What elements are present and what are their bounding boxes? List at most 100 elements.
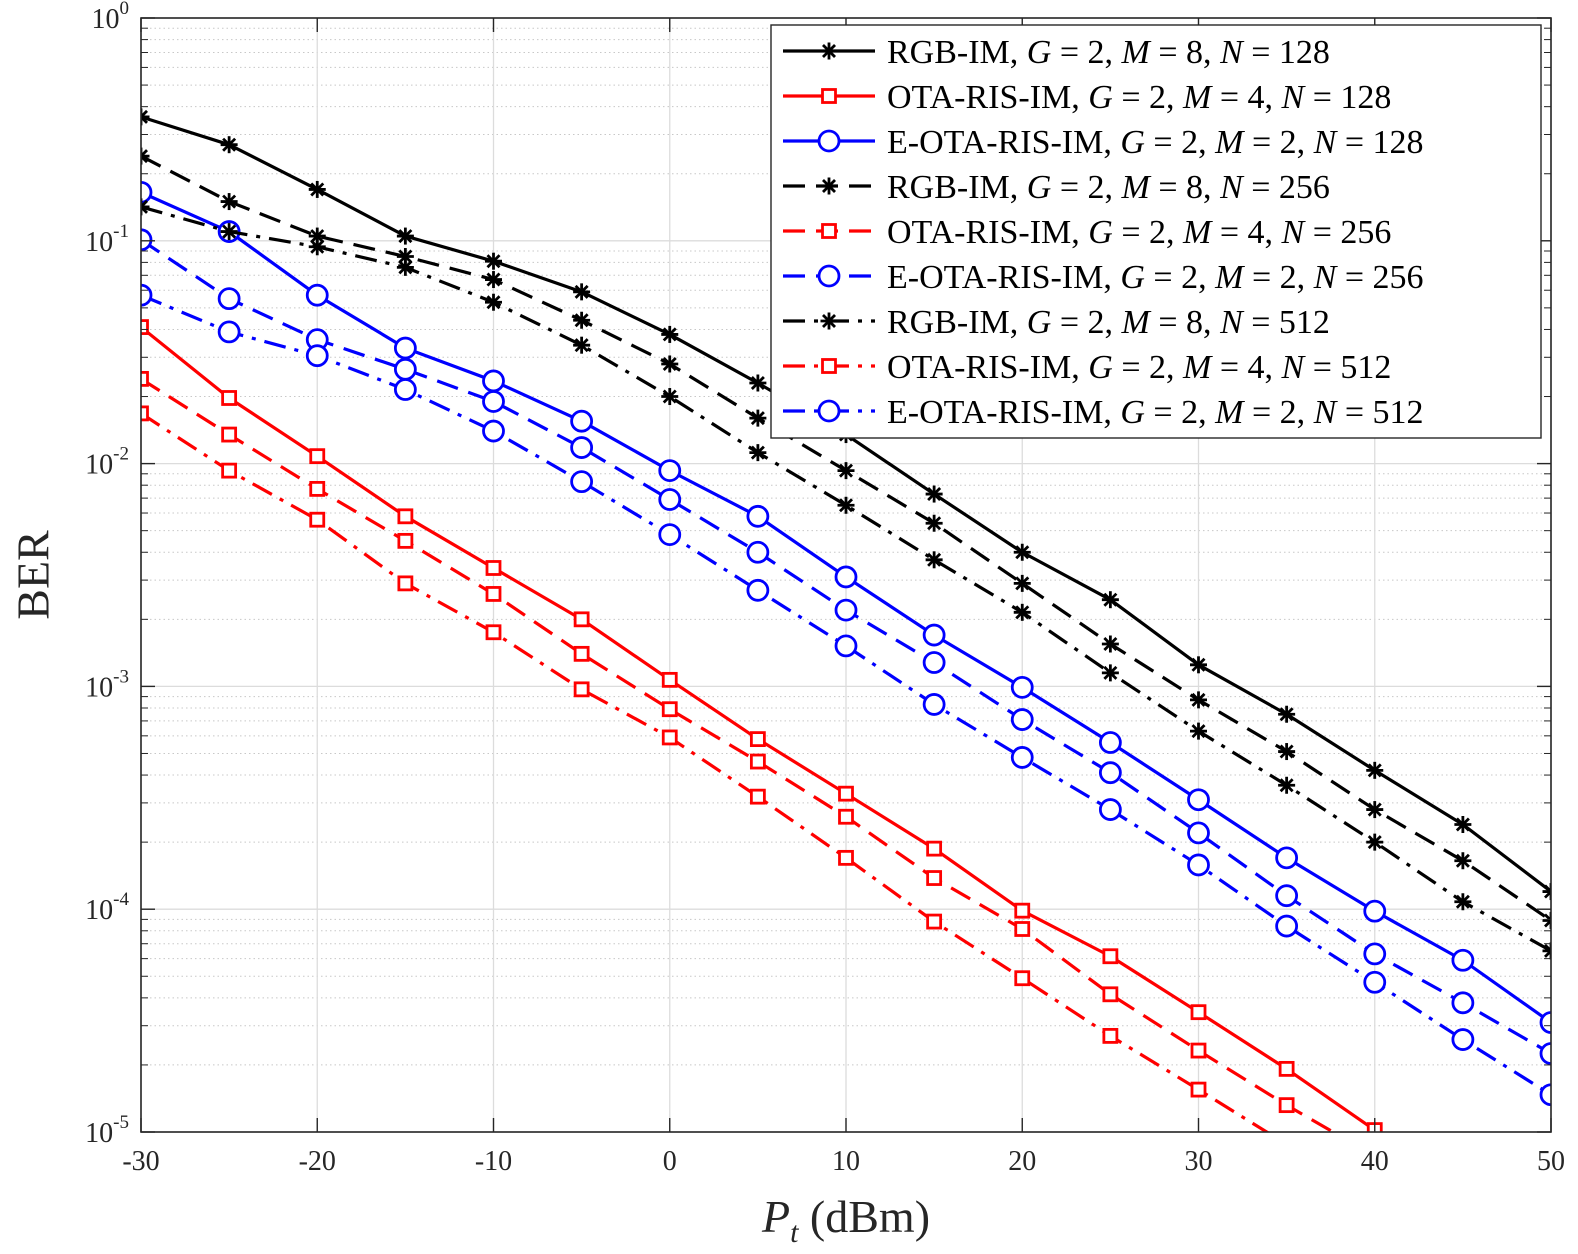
data-point xyxy=(305,344,329,368)
data-point xyxy=(1101,591,1119,609)
data-point xyxy=(837,462,855,480)
marker-arm xyxy=(662,389,677,404)
marker-arm xyxy=(821,178,837,194)
legend-text-part: = 4, xyxy=(1211,214,1281,251)
y-tick-label-exponent: -1 xyxy=(113,221,129,242)
y-tick-label: 10-4 xyxy=(85,889,129,926)
data-point xyxy=(393,378,417,401)
legend-variable: G xyxy=(1120,124,1145,161)
data-point xyxy=(837,496,855,514)
data-point xyxy=(573,645,590,662)
data-point xyxy=(141,180,153,204)
marker-arm xyxy=(750,376,765,391)
data-point xyxy=(1363,942,1387,966)
legend-label: RGB-IM, G = 2, M = 8, N = 128 xyxy=(887,34,1330,71)
data-point xyxy=(1539,1011,1551,1034)
x-tick-label: -10 xyxy=(475,1146,512,1177)
marker-arm xyxy=(1103,665,1118,680)
marker-arm xyxy=(662,356,677,371)
legend-label: E-OTA-RIS-IM, G = 2, M = 2, N = 128 xyxy=(887,124,1424,161)
y-tick-label-base: 10 xyxy=(85,672,113,703)
legend-entry-3: E-OTA-RIS-IM, G = 2, M = 2, N = 128 xyxy=(783,124,1424,161)
data-point xyxy=(1013,543,1031,561)
data-point xyxy=(309,480,326,497)
data-point xyxy=(658,488,682,511)
y-tick-label-exponent: 0 xyxy=(120,0,130,19)
legend-variable: G xyxy=(1088,214,1113,251)
legend-variable: M xyxy=(1214,259,1245,296)
marker-arm xyxy=(1543,948,1551,958)
legend-text-part: = 2, xyxy=(1243,124,1313,161)
data-point xyxy=(396,227,414,245)
legend-text-part: = 2, xyxy=(1243,394,1313,431)
data-point xyxy=(1190,691,1207,709)
legend-entry-7: RGB-IM, G = 2, M = 8, N = 512 xyxy=(783,304,1330,341)
data-point xyxy=(485,271,502,289)
marker-arm xyxy=(1455,853,1470,868)
data-point xyxy=(570,470,594,494)
data-point xyxy=(925,485,943,503)
data-point xyxy=(1098,731,1122,754)
legend-text-part: = 2, xyxy=(1145,124,1215,161)
data-point xyxy=(1539,1042,1551,1065)
marker-arm xyxy=(310,239,325,254)
legend: RGB-IM, G = 2, M = 8, N = 128 OTA-RIS-IM,… xyxy=(770,24,1542,439)
series-7 xyxy=(141,198,1551,960)
data-point xyxy=(570,409,594,433)
legend-entry-5: OTA-RIS-IM, G = 2, M = 4, N = 256 xyxy=(783,214,1391,251)
legend-text-part: = 8, xyxy=(1150,169,1220,206)
data-point xyxy=(926,870,943,886)
x-axis-label-sub: t xyxy=(790,1216,799,1249)
data-point xyxy=(1542,942,1551,960)
marker-arm xyxy=(1455,894,1470,909)
data-point xyxy=(305,283,329,307)
data-point xyxy=(1278,776,1296,794)
legend-marker xyxy=(820,42,838,60)
data-point xyxy=(661,388,679,406)
data-point xyxy=(1187,788,1210,812)
data-point xyxy=(220,136,238,154)
data-point xyxy=(485,252,502,270)
marker-arm xyxy=(821,43,837,59)
legend-entry-4: RGB-IM, G = 2, M = 8, N = 256 xyxy=(783,169,1330,206)
legend-marker xyxy=(821,88,837,104)
x-axis-label-var: P xyxy=(761,1191,790,1242)
legend-text-part: RGB-IM, xyxy=(887,304,1027,341)
data-point xyxy=(141,228,153,252)
series-3 xyxy=(141,180,1551,1034)
legend-text-part: = 2, xyxy=(1243,259,1313,296)
legend-text-part: = 128 xyxy=(1304,79,1391,116)
data-point xyxy=(834,565,858,589)
legend-text-part: = 256 xyxy=(1336,259,1423,296)
data-point xyxy=(1454,893,1472,911)
legend-marker xyxy=(820,177,838,195)
marker-arm xyxy=(141,109,149,119)
y-tick-label-exponent: -4 xyxy=(113,889,129,910)
legend-text-part: = 512 xyxy=(1336,394,1423,431)
data-point xyxy=(661,701,678,718)
data-point xyxy=(141,198,150,216)
series-line xyxy=(141,412,1270,1132)
legend-text-part: OTA-RIS-IM, xyxy=(887,214,1088,251)
marker-arm xyxy=(1543,918,1551,928)
legend-marker xyxy=(821,358,837,374)
legend-variable: N xyxy=(1219,169,1245,206)
legend-variable: G xyxy=(1088,349,1113,386)
marker-arm xyxy=(750,445,765,460)
marker-arm xyxy=(398,249,413,264)
legend-text-part: = 2, xyxy=(1051,304,1121,341)
legend-text-part: OTA-RIS-IM, xyxy=(887,349,1088,386)
data-point xyxy=(925,551,943,569)
marker-arm xyxy=(1279,778,1294,793)
marker-arm xyxy=(1543,913,1551,923)
data-point xyxy=(220,193,238,211)
y-tick-label-base: 10 xyxy=(85,1118,113,1149)
data-point xyxy=(922,623,946,647)
series-line xyxy=(141,205,1551,953)
y-tick-label-base: 10 xyxy=(85,227,113,258)
legend-text-part: RGB-IM, xyxy=(887,169,1027,206)
data-point xyxy=(1366,761,1384,779)
legend-variable: M xyxy=(1121,304,1152,341)
marker-arm xyxy=(1015,545,1030,560)
